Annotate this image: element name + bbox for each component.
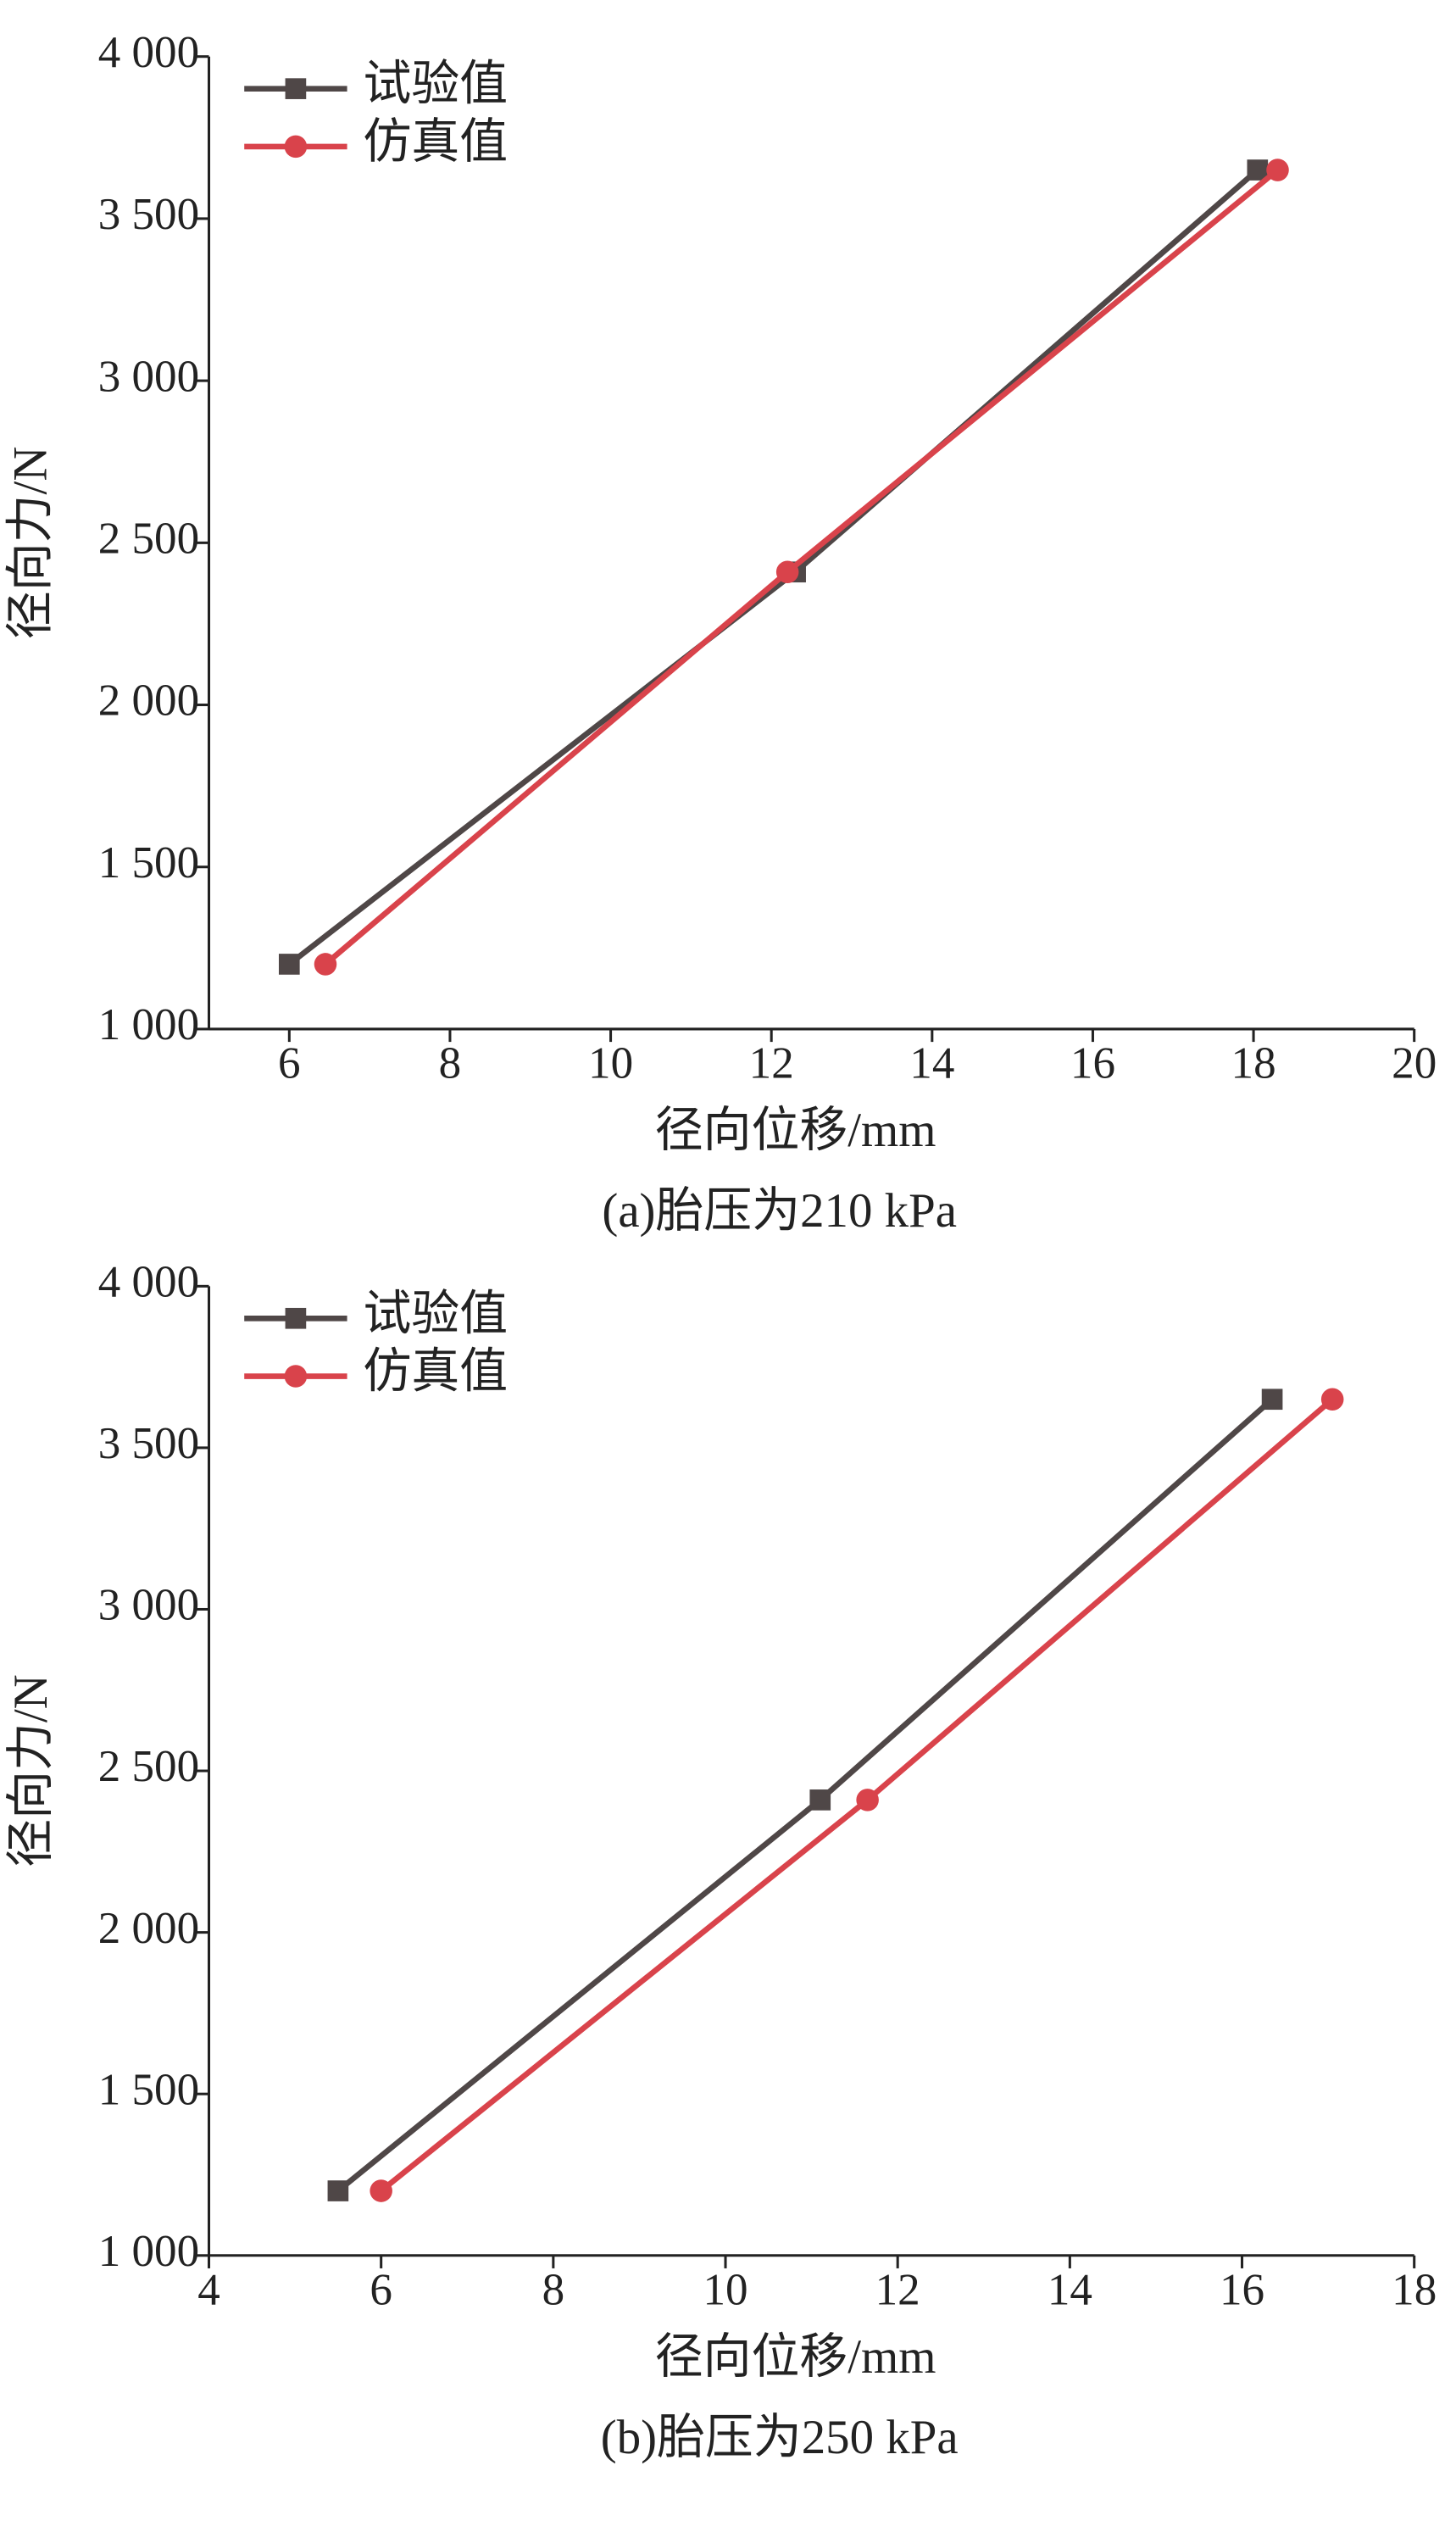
y-tick-label: 2 500	[98, 1742, 199, 1791]
y-tick-label: 3 000	[98, 352, 199, 401]
marker	[1266, 159, 1289, 181]
marker	[775, 560, 799, 584]
legend-label: 仿真值	[364, 115, 508, 169]
x-axis-label: 径向位移/mm	[655, 2330, 936, 2384]
marker	[1247, 159, 1269, 181]
x-tick-label: 20	[1392, 1039, 1437, 1088]
x-tick-label: 12	[875, 2265, 920, 2314]
legend-label: 仿真值	[364, 1345, 508, 1399]
y-axis-label: 径向力/N	[4, 1674, 58, 1867]
legend-label: 试验值	[364, 1287, 508, 1340]
x-tick-label: 16	[1220, 2265, 1264, 2314]
legend-marker	[284, 135, 308, 159]
legend-marker	[285, 1307, 307, 1329]
y-tick-label: 1 500	[98, 2065, 199, 2114]
marker	[327, 2180, 349, 2201]
caption: (b)胎压为250 kPa	[601, 2411, 959, 2464]
legend-marker	[285, 78, 307, 99]
x-tick-label: 14	[909, 1039, 954, 1088]
caption: (a)胎压为210 kPa	[602, 1184, 957, 1238]
x-tick-label: 18	[1392, 2265, 1437, 2314]
y-tick-label: 3 500	[98, 1419, 199, 1468]
y-tick-label: 4 000	[98, 1258, 199, 1307]
x-tick-label: 18	[1231, 1039, 1276, 1088]
y-axis-label: 径向力/N	[4, 447, 58, 640]
y-tick-label: 2 500	[98, 515, 199, 564]
x-tick-label: 8	[542, 2265, 565, 2314]
x-tick-label: 8	[439, 1039, 462, 1088]
marker	[856, 1789, 879, 1811]
legend-marker	[284, 1365, 308, 1388]
series-line	[287, 168, 1259, 967]
marker	[1320, 1388, 1344, 1411]
marker	[370, 2179, 392, 2202]
x-tick-label: 14	[1048, 2265, 1092, 2314]
x-tick-label: 4	[197, 2265, 220, 2314]
x-tick-label: 12	[749, 1039, 794, 1088]
y-tick-label: 1 000	[98, 2227, 199, 2276]
x-tick-label: 16	[1070, 1039, 1115, 1088]
x-tick-label: 6	[370, 2265, 392, 2314]
marker	[314, 953, 337, 976]
x-axis-label: 径向位移/mm	[655, 1104, 936, 1157]
x-tick-label: 10	[703, 2265, 747, 2314]
marker	[278, 954, 300, 975]
series-line	[379, 1397, 1335, 2194]
x-tick-label: 6	[278, 1039, 301, 1088]
y-tick-label: 2 000	[98, 1904, 199, 1953]
y-tick-label: 3 500	[98, 190, 199, 239]
series-line	[336, 1397, 1275, 2194]
y-tick-label: 2 000	[98, 676, 199, 726]
x-tick-label: 10	[588, 1039, 633, 1088]
y-tick-label: 1 000	[98, 1000, 199, 1049]
y-tick-label: 3 000	[98, 1581, 199, 1630]
y-tick-label: 1 500	[98, 838, 199, 888]
y-tick-label: 4 000	[98, 28, 199, 77]
legend-label: 试验值	[364, 58, 508, 111]
marker	[809, 1789, 831, 1811]
marker	[1261, 1388, 1283, 1411]
